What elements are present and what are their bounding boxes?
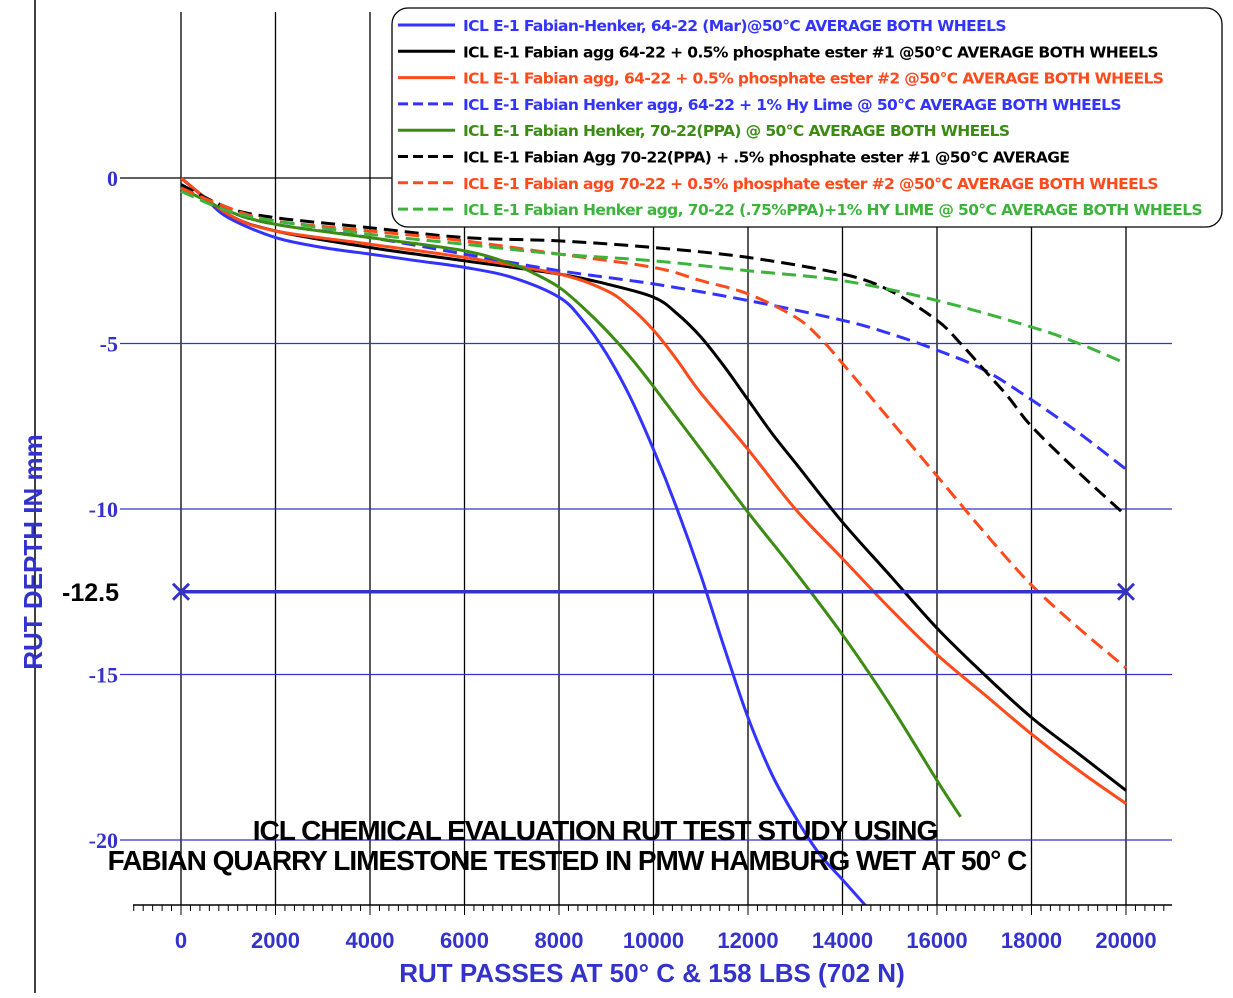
x-tick-label: 16000 [906,928,967,953]
reference-layer: -12.5 [62,579,1136,607]
x-tick-label: 6000 [440,928,489,953]
legend-label: ICL E-1 Fabian Henker agg, 64-22 + 1% Hy… [463,96,1121,114]
y-tick-label: 0 [107,166,118,191]
x-tick-label: 18000 [1001,928,1062,953]
x-tick-label: 0 [175,928,187,953]
legend-item: ICL E-1 Fabian-Henker, 64-22 (Mar)@50°C … [398,17,1007,35]
legend-item: ICL E-1 Fabian Agg 70-22(PPA) + .5% phos… [398,149,1070,167]
y-axis-title: RUT DEPTH IN mm [18,434,48,669]
series-line-6 [180,183,1128,517]
reference-marker [1116,582,1136,601]
title-layer: ICL CHEMICAL EVALUATION RUT TEST STUDY U… [18,434,1028,988]
legend-item: ICL E-1 Fabian Henker agg, 70-22 (.75%PP… [398,201,1203,219]
y-tick-label: -5 [100,332,118,357]
series-line-2 [180,176,1127,792]
reference-line-label: -12.5 [62,579,119,607]
x-tick-label: 8000 [535,928,584,953]
legend-item: ICL E-1 Fabian Henker agg, 64-22 + 1% Hy… [398,96,1122,114]
series-line-7 [180,186,1127,670]
x-tick-label: 12000 [717,928,778,953]
legend-label: ICL E-1 Fabian agg 70-22 + 0.5% phosphat… [463,175,1158,193]
legend-label: ICL E-1 Fabian Henker, 70-22(PPA) @ 50°C… [463,122,1010,140]
series-line-5 [180,186,962,818]
legend-label: ICL E-1 Fabian Henker agg, 70-22 (.75%PP… [463,201,1203,219]
reference-marker [171,582,191,601]
chart-subtitle: FABIAN QUARRY LIMESTONE TESTED IN PMW HA… [108,845,1027,876]
legend-item: ICL E-1 Fabian agg 70-22 + 0.5% phosphat… [398,175,1159,193]
x-tick-label: 10000 [623,928,684,953]
series-layer [180,176,1128,905]
series-line-1 [180,176,868,905]
x-tick-label: 20000 [1095,928,1156,953]
legend-label: ICL E-1 Fabian-Henker, 64-22 (Mar)@50°C … [463,17,1006,35]
legend-box [391,7,1223,228]
legend-label: ICL E-1 Fabian agg 64-22 + 0.5% phosphat… [463,43,1158,61]
legend-item: ICL E-1 Fabian agg, 64-22 + 0.5% phospha… [398,70,1164,88]
legend-label: ICL E-1 Fabian agg, 64-22 + 0.5% phospha… [463,70,1164,88]
axis-layer: 0 2000 4000 6000 8000 10000 12000 14000 16000 180… [89,166,1172,953]
legend-item: ICL E-1 Fabian Henker, 70-22(PPA) @ 50°C… [398,122,1010,140]
y-tick-label: -10 [89,497,118,522]
x-tick-label: 2000 [251,928,300,953]
x-tick-label: 14000 [812,928,873,953]
x-axis-title: RUT PASSES AT 50° C & 158 LBS (702 N) [399,958,905,988]
series-line-4 [180,183,1127,471]
y-tick-label: -15 [89,663,118,688]
x-tick-label: 4000 [346,928,395,953]
y-tick-label: -20 [89,828,118,853]
chart-title: ICL CHEMICAL EVALUATION RUT TEST STUDY U… [253,815,938,846]
series-line-3 [180,176,1127,805]
legend-item: ICL E-1 Fabian agg 64-22 + 0.5% phosphat… [398,43,1159,61]
series-line-8 [180,189,1127,365]
legend: ICL E-1 Fabian-Henker, 64-22 (Mar)@50°C … [391,7,1223,228]
legend-label: ICL E-1 Fabian Agg 70-22(PPA) + .5% phos… [463,149,1069,167]
